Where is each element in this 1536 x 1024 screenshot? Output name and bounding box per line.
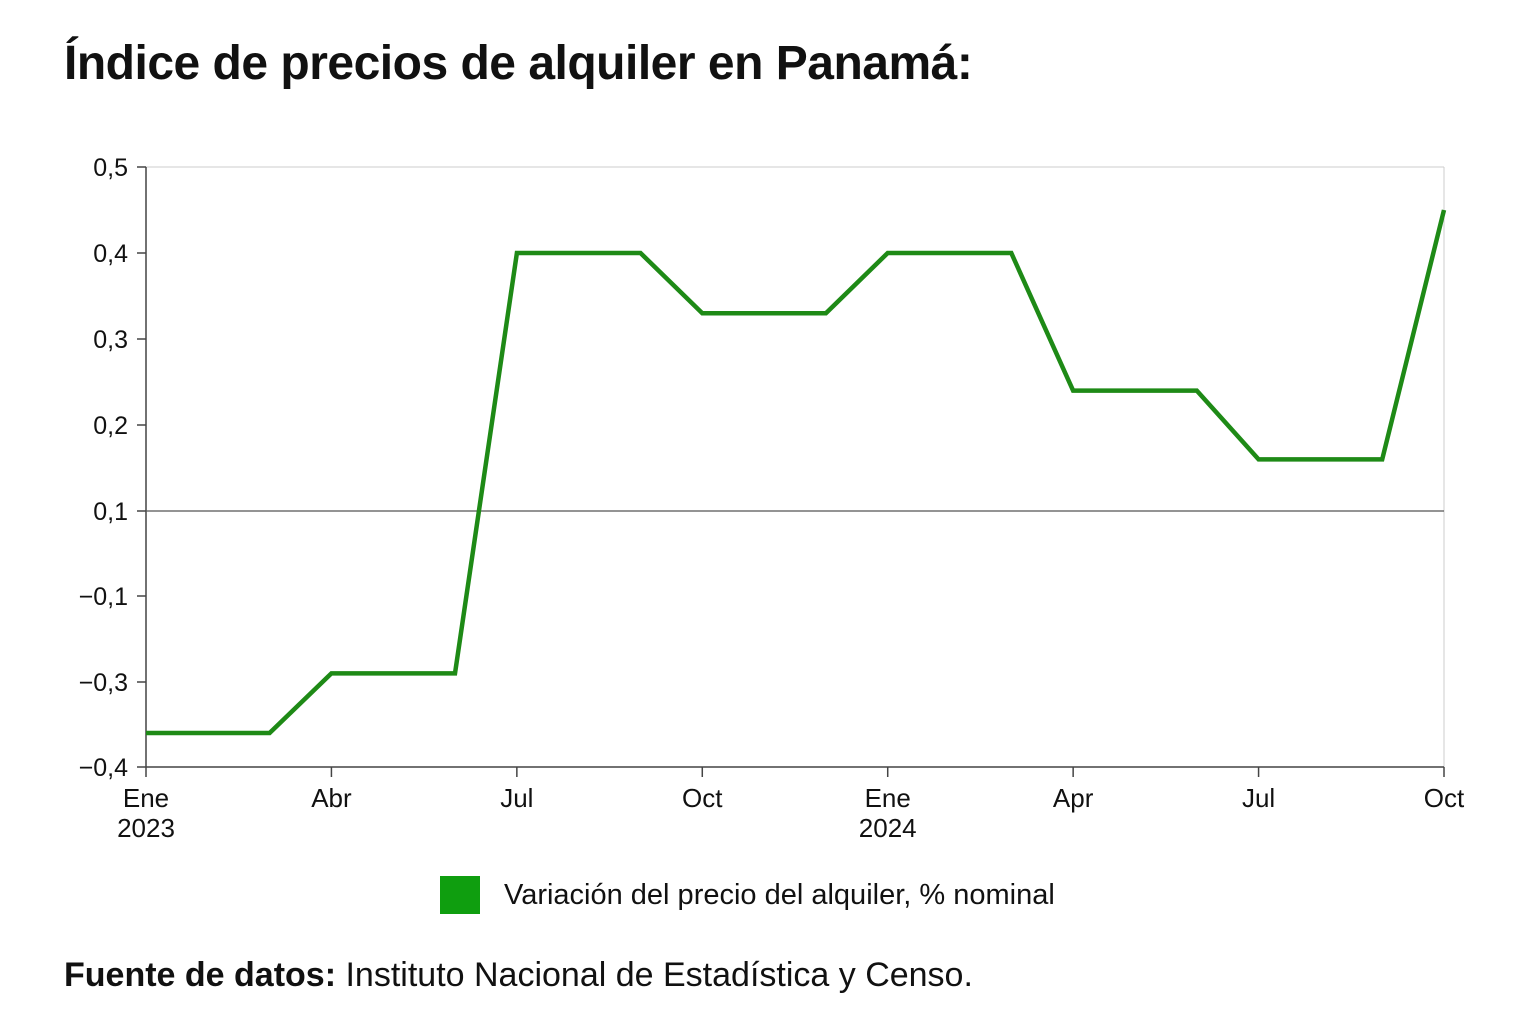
series-layer (145, 209, 1447, 736)
y-tick-label: 0,5 (93, 154, 128, 182)
x-tick-label: Oct (1424, 783, 1465, 813)
x-tick-label: Apr (1053, 783, 1094, 813)
y-tick-label: −0,1 (79, 583, 128, 611)
y-tick-label: 0,2 (93, 412, 128, 440)
x-tick-year-label: 2024 (859, 813, 917, 843)
x-tick-label: Jul (1242, 783, 1275, 813)
series-line (146, 209, 1447, 736)
x-tick-label: Ene (865, 783, 911, 813)
x-tick-label: Abr (311, 783, 352, 813)
legend-swatch (440, 876, 480, 914)
source-note: Fuente de datos: Instituto Nacional de E… (64, 956, 973, 995)
y-tick-label: 0,1 (93, 498, 128, 526)
source-label: Fuente de datos: (64, 956, 337, 994)
plot-frame (145, 166, 1445, 768)
x-tick-year-label: 2023 (117, 813, 175, 843)
legend-label: Variación del precio del alquiler, % nom… (504, 878, 1055, 911)
y-tick-label: 0,4 (93, 240, 128, 268)
y-tick-label: 0,3 (93, 326, 128, 354)
y-tick-label: −0,4 (79, 754, 128, 782)
legend: Variación del precio del alquiler, % nom… (440, 876, 1055, 914)
y-tick-label: −0,3 (79, 669, 128, 697)
x-tick-label: Jul (500, 783, 533, 813)
source-text: Instituto Nacional de Estadística y Cens… (336, 956, 973, 994)
chart-title: Índice de precios de alquiler en Panamá: (64, 37, 973, 90)
x-tick-label: Ene (123, 783, 169, 813)
x-tick-label: Oct (682, 783, 723, 813)
y-axis: 0,5 0,4 0,3 0,2 0,1 −0,1 −0,3 −0,4 (79, 154, 146, 782)
